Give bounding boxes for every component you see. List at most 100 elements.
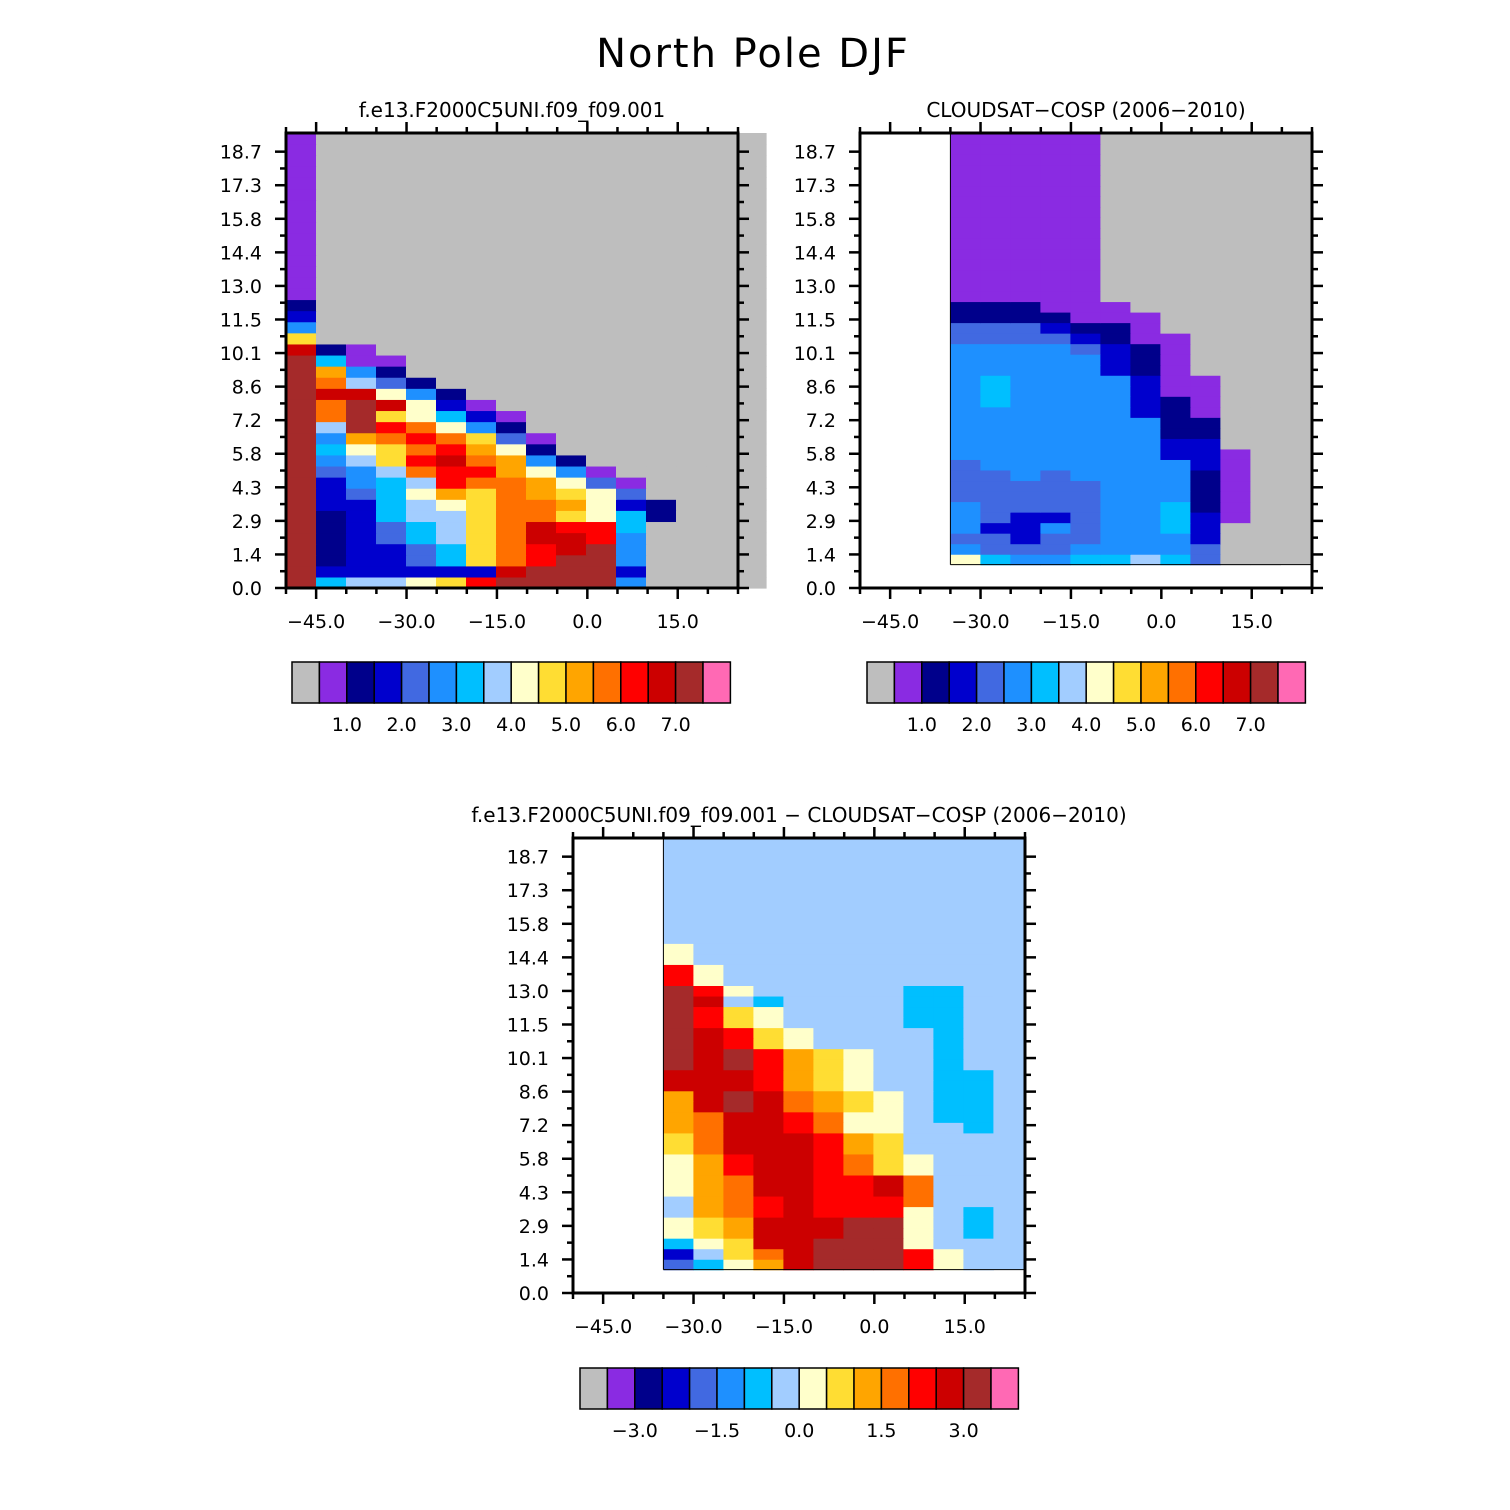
axis-ticks — [275, 122, 749, 599]
heatmap-cell — [1220, 196, 1251, 208]
heatmap-cell — [663, 1185, 694, 1197]
heatmap-cell — [676, 288, 707, 301]
heatmap-cell — [706, 366, 737, 378]
heatmap-cell — [723, 880, 754, 892]
heatmap-cell — [466, 454, 497, 467]
heatmap-cell — [903, 1259, 934, 1271]
heatmap-cell — [706, 188, 737, 201]
heatmap-cell — [843, 848, 874, 860]
heatmap-cell — [1130, 333, 1161, 345]
heatmap-cell — [963, 848, 994, 860]
heatmap-cell — [1010, 301, 1041, 313]
heatmap-cell — [646, 488, 677, 500]
heatmap-cell — [706, 166, 737, 178]
heatmap-cell — [436, 388, 467, 400]
heatmap-cell — [556, 199, 587, 212]
heatmap-cell — [406, 255, 437, 267]
heatmap-cell — [346, 133, 377, 145]
heatmap-cell — [950, 375, 981, 387]
heatmap-cell — [950, 406, 981, 418]
heatmap-cell — [813, 1206, 844, 1218]
heatmap-cell — [616, 443, 647, 456]
heatmap-cell — [950, 311, 981, 324]
heatmap-cell — [1250, 469, 1281, 482]
heatmap-cell — [496, 366, 527, 378]
heatmap-cell — [736, 477, 767, 489]
heatmap-cell — [1010, 364, 1041, 376]
y-tick-label: 7.2 — [232, 410, 262, 432]
heatmap-cell — [286, 421, 317, 434]
heatmap-cell — [496, 432, 527, 445]
heatmap-cell — [406, 299, 437, 312]
heatmap-cell — [1100, 343, 1131, 355]
heatmap-cell — [376, 321, 407, 334]
heatmap-cell — [316, 266, 347, 278]
heatmap-cell — [1160, 375, 1191, 387]
heatmap-cell — [723, 869, 754, 881]
heatmap-cell — [723, 1038, 754, 1050]
heatmap-cell — [1250, 522, 1281, 534]
heatmap-cell — [556, 343, 587, 356]
heatmap-cell — [466, 343, 497, 356]
heatmap-cell — [1190, 501, 1221, 513]
heatmap-cell — [586, 388, 617, 400]
heatmap-cell — [1040, 227, 1071, 239]
heatmap-cell — [496, 499, 527, 511]
heatmap-cell — [586, 377, 617, 389]
heatmap-cell — [963, 869, 994, 881]
heatmap-cell — [1160, 543, 1191, 555]
heatmap-cell — [1010, 375, 1041, 387]
heatmap-cell — [693, 890, 724, 902]
colorbar-label: 3.0 — [948, 1420, 978, 1442]
heatmap-cell — [646, 243, 677, 256]
heatmap-cell — [1100, 364, 1131, 376]
heatmap-cell — [646, 499, 677, 511]
heatmap-cell — [783, 1122, 814, 1134]
heatmap-cell — [556, 332, 587, 345]
heatmap-cell — [723, 964, 754, 976]
heatmap-cell — [903, 974, 934, 986]
heatmap-cell — [663, 880, 694, 892]
heatmap-cell — [526, 576, 557, 589]
heatmap-cell — [1070, 438, 1101, 450]
heatmap-cell — [436, 421, 467, 434]
heatmap-cell — [1010, 238, 1041, 250]
heatmap-cell — [1010, 143, 1041, 155]
colorbar-label: 1.0 — [332, 714, 362, 736]
colorbar-box — [661, 1367, 691, 1410]
heatmap-cell — [813, 1048, 844, 1060]
heatmap-cell — [706, 354, 737, 367]
heatmap-cell — [1160, 301, 1191, 313]
heatmap-cell — [376, 532, 407, 545]
heatmap-cell — [1160, 259, 1191, 271]
y-tick-label: 11.5 — [794, 309, 836, 331]
heatmap-cell — [1250, 280, 1281, 292]
heatmap-cell — [1160, 196, 1191, 208]
heatmap-cell — [586, 332, 617, 345]
heatmap-cell — [676, 510, 707, 523]
heatmap-cell — [903, 1143, 934, 1155]
heatmap-cell — [723, 1016, 754, 1029]
heatmap-cell — [873, 880, 904, 892]
heatmap-cell — [676, 343, 707, 356]
heatmap-cell — [980, 269, 1011, 281]
heatmap-cell — [1220, 217, 1251, 229]
heatmap-cell — [723, 1090, 754, 1102]
heatmap-cell — [903, 1185, 934, 1197]
heatmap-cell — [706, 332, 737, 345]
heatmap-cell — [1040, 427, 1071, 439]
heatmap-cell — [706, 488, 737, 500]
heatmap-cell — [1160, 480, 1191, 492]
heatmap-cell — [376, 299, 407, 312]
heatmap-cell — [316, 421, 347, 434]
heatmap-cell — [286, 210, 317, 223]
heatmap-cell — [346, 366, 377, 378]
heatmap-cell — [1250, 343, 1281, 355]
heatmap-cell — [1190, 333, 1221, 345]
heatmap-cell — [646, 477, 677, 489]
heatmap-cell — [556, 477, 587, 489]
heatmap-cell — [466, 177, 497, 190]
heatmap-cell — [706, 532, 737, 545]
heatmap-cell — [843, 1027, 874, 1039]
heatmap-cell — [843, 1143, 874, 1155]
